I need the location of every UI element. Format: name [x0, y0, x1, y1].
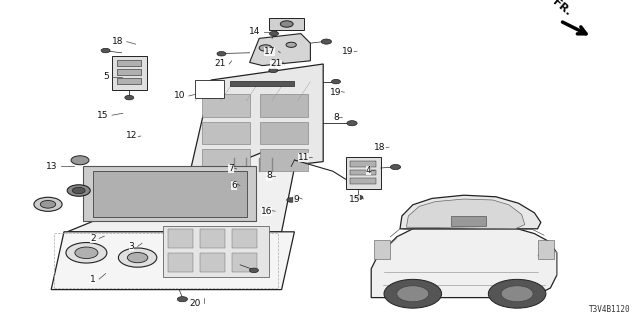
Bar	[538, 240, 554, 259]
Text: 3: 3	[129, 242, 134, 251]
Text: 8: 8	[266, 172, 272, 180]
Circle shape	[269, 31, 278, 36]
Polygon shape	[67, 152, 298, 232]
Text: 19: 19	[342, 47, 354, 56]
Circle shape	[384, 279, 442, 308]
Circle shape	[71, 156, 89, 165]
Bar	[350, 161, 376, 167]
Text: 5: 5	[103, 72, 109, 81]
Text: 15: 15	[349, 195, 360, 204]
Text: 4: 4	[365, 166, 371, 175]
Bar	[168, 253, 193, 272]
Bar	[350, 178, 376, 184]
Text: 18: 18	[112, 37, 124, 46]
Bar	[374, 240, 390, 259]
Circle shape	[286, 42, 296, 47]
Circle shape	[75, 247, 98, 259]
Bar	[232, 253, 257, 272]
Circle shape	[66, 243, 107, 263]
Bar	[202, 122, 250, 144]
Text: 17: 17	[264, 47, 275, 56]
Bar	[451, 216, 486, 226]
Bar	[117, 60, 141, 66]
Bar	[260, 122, 307, 144]
Circle shape	[72, 187, 85, 194]
Bar	[202, 149, 250, 171]
Bar	[269, 18, 304, 30]
Circle shape	[250, 268, 259, 273]
Text: 15: 15	[97, 111, 109, 120]
Circle shape	[397, 286, 429, 302]
Text: 10: 10	[174, 92, 186, 100]
Text: 18: 18	[374, 143, 386, 152]
Text: 9: 9	[293, 195, 299, 204]
Circle shape	[488, 279, 546, 308]
Polygon shape	[163, 226, 269, 277]
Text: 8: 8	[333, 113, 339, 122]
Text: 19: 19	[330, 88, 341, 97]
Polygon shape	[112, 56, 147, 90]
Polygon shape	[250, 34, 310, 66]
Text: 21: 21	[214, 60, 226, 68]
Polygon shape	[346, 157, 381, 189]
Text: 7: 7	[228, 164, 234, 173]
Text: 1: 1	[90, 275, 96, 284]
Bar	[230, 81, 294, 86]
Circle shape	[259, 45, 272, 51]
Polygon shape	[371, 221, 557, 298]
Circle shape	[287, 198, 296, 202]
Bar	[168, 229, 193, 248]
Text: 21: 21	[270, 60, 282, 68]
Bar	[350, 170, 376, 175]
Text: 12: 12	[126, 132, 138, 140]
Circle shape	[127, 252, 148, 263]
Text: 20: 20	[189, 299, 200, 308]
Circle shape	[269, 68, 278, 73]
Circle shape	[217, 52, 226, 56]
Bar	[200, 229, 225, 248]
Circle shape	[118, 248, 157, 267]
Polygon shape	[83, 166, 256, 221]
Circle shape	[354, 195, 363, 200]
Polygon shape	[400, 195, 541, 229]
Bar	[202, 94, 250, 117]
Circle shape	[34, 197, 62, 211]
Circle shape	[347, 121, 357, 126]
Circle shape	[332, 79, 340, 84]
Bar	[195, 80, 224, 98]
Circle shape	[390, 164, 401, 170]
Circle shape	[40, 200, 56, 208]
Polygon shape	[406, 199, 525, 229]
Polygon shape	[93, 171, 247, 217]
Text: FR.: FR.	[550, 0, 573, 18]
Bar	[117, 78, 141, 84]
Circle shape	[67, 185, 90, 196]
Circle shape	[177, 297, 188, 302]
Bar	[260, 149, 307, 171]
Text: 2: 2	[90, 234, 96, 243]
Text: 13: 13	[46, 162, 58, 171]
Circle shape	[501, 286, 533, 302]
Circle shape	[280, 21, 293, 27]
Polygon shape	[189, 64, 323, 178]
Text: 16: 16	[260, 207, 272, 216]
Text: 14: 14	[249, 28, 260, 36]
Bar	[200, 253, 225, 272]
Bar	[260, 94, 307, 117]
Text: 6: 6	[231, 181, 237, 190]
Circle shape	[125, 95, 134, 100]
Circle shape	[101, 48, 110, 53]
Bar	[117, 69, 141, 75]
Text: T3V4B1120: T3V4B1120	[589, 305, 630, 314]
Circle shape	[321, 39, 332, 44]
Text: 11: 11	[298, 153, 309, 162]
Bar	[232, 229, 257, 248]
Polygon shape	[51, 232, 294, 290]
